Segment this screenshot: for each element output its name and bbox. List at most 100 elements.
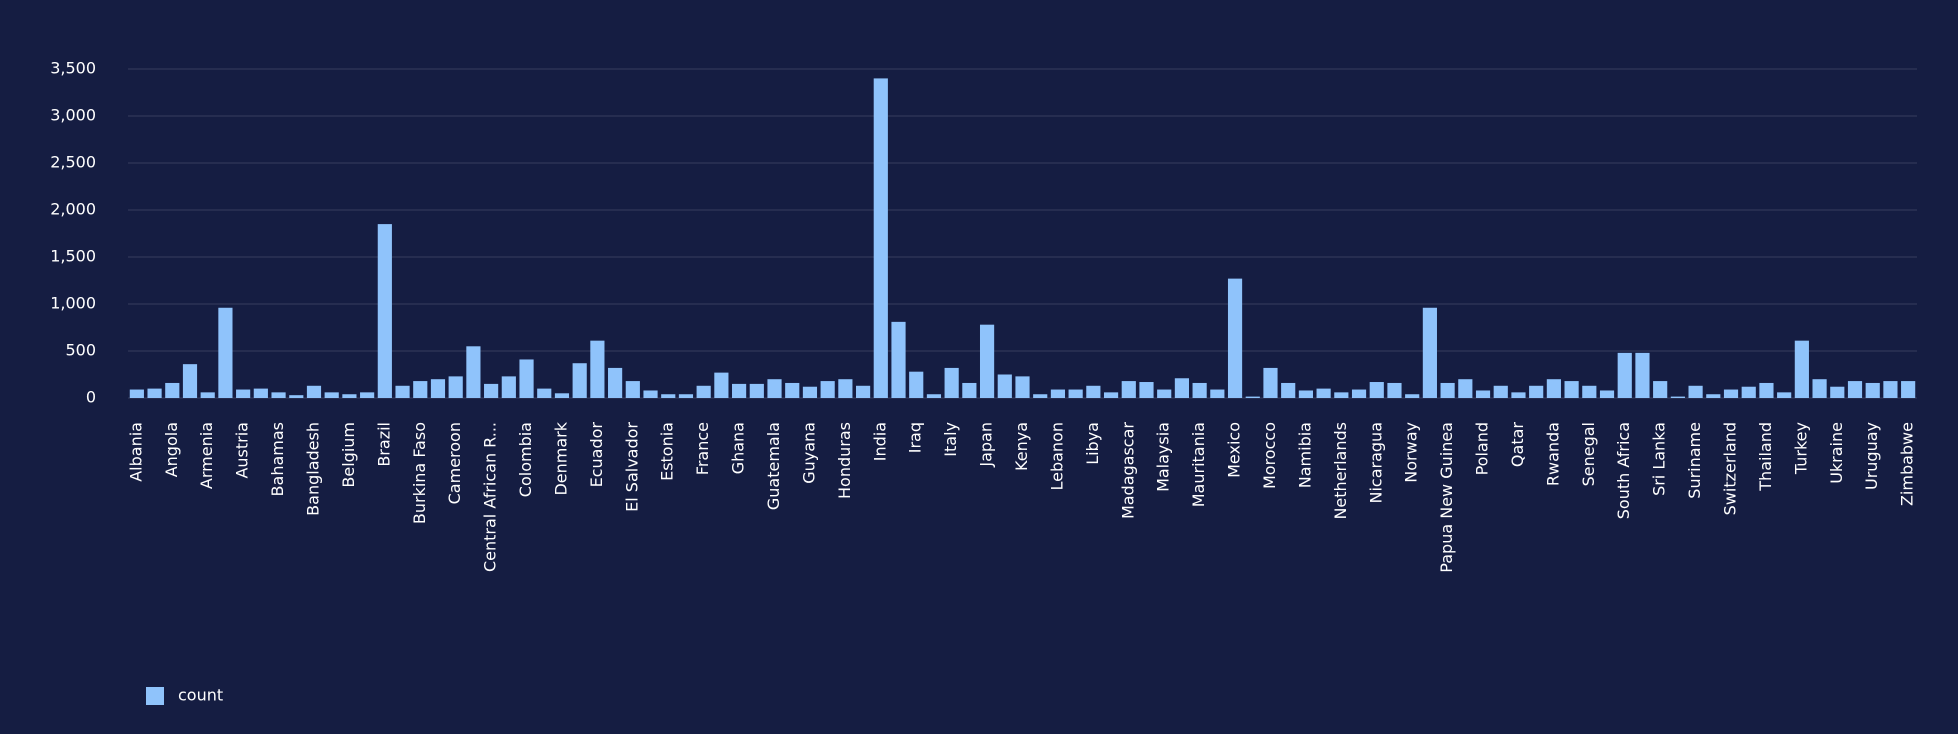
bar — [306, 385, 322, 398]
bar — [909, 371, 924, 398]
bar — [944, 367, 959, 398]
bar — [785, 382, 800, 398]
y-tick-label: 1,500 — [50, 247, 96, 266]
bar — [377, 224, 392, 398]
x-tick-label: Colombia — [516, 422, 535, 497]
bar — [696, 385, 711, 398]
bar — [1351, 389, 1367, 398]
bar — [413, 381, 428, 398]
bar — [1723, 389, 1739, 398]
bar — [661, 394, 676, 398]
bar — [1334, 392, 1349, 398]
bar — [395, 385, 410, 398]
bar — [1458, 379, 1473, 398]
bar — [236, 389, 251, 398]
bar — [1263, 367, 1278, 398]
bar — [360, 392, 375, 398]
x-tick-label: Kenya — [1012, 422, 1031, 471]
x-tick-label: India — [870, 422, 889, 461]
bar — [1298, 390, 1313, 398]
bar — [1121, 381, 1136, 398]
x-tick-label: Qatar — [1508, 422, 1527, 467]
x-tick-label: Ghana — [729, 422, 748, 474]
bar — [554, 393, 570, 398]
bar — [430, 379, 446, 398]
x-tick-label: Angola — [162, 422, 181, 477]
bar — [1688, 385, 1703, 398]
x-tick-label: Mauritania — [1189, 422, 1208, 507]
x-tick-label: Sri Lanka — [1650, 422, 1669, 496]
x-tick-label: Brazil — [374, 422, 393, 467]
bar — [182, 364, 198, 398]
x-tick-label: Thailand — [1756, 422, 1775, 492]
x-tick-label: Ecuador — [587, 422, 606, 488]
bar — [1511, 392, 1526, 398]
bar — [1635, 352, 1650, 398]
bar — [1475, 390, 1491, 398]
x-tick-label: Turkey — [1791, 422, 1810, 475]
bar — [926, 394, 942, 398]
x-tick-label: Rwanda — [1543, 422, 1562, 486]
bar — [1387, 382, 1402, 398]
x-tick-label: Zimbabwe — [1898, 422, 1917, 506]
x-tick-label: Norway — [1402, 422, 1421, 483]
x-tick-label: Austria — [233, 422, 252, 479]
bar — [1546, 379, 1561, 398]
bar — [1617, 352, 1632, 398]
x-tick-label: Central African R... — [481, 422, 500, 572]
bar — [1068, 389, 1083, 398]
bar — [1670, 396, 1685, 398]
bar — [324, 392, 339, 398]
bar — [253, 388, 268, 398]
bar — [129, 389, 144, 398]
bar — [1847, 381, 1863, 398]
x-tick-label: Netherlands — [1331, 422, 1350, 520]
bar — [1316, 388, 1331, 398]
x-tick-label: Lebanon — [1047, 422, 1066, 491]
bar — [484, 383, 499, 398]
x-tick-label: Iraq — [906, 422, 925, 453]
bar — [218, 307, 233, 398]
bar — [466, 346, 481, 398]
y-tick-label: 2,500 — [50, 153, 96, 172]
legend-label: count — [178, 686, 223, 705]
x-tick-label: Estonia — [658, 422, 677, 481]
bar — [342, 394, 357, 398]
x-tick-label: Libya — [1083, 422, 1102, 465]
bar — [873, 78, 888, 399]
x-tick-label: Armenia — [197, 422, 216, 489]
bar — [838, 379, 853, 398]
y-tick-label: 0 — [86, 388, 96, 407]
bar — [767, 379, 782, 398]
bar — [200, 392, 215, 398]
bar — [1812, 379, 1827, 398]
x-tick-label: Switzerland — [1721, 422, 1740, 515]
x-tick-label: Ukraine — [1827, 422, 1846, 484]
bar — [519, 359, 534, 398]
bar — [165, 382, 180, 398]
bar — [1422, 307, 1437, 398]
bar — [1582, 385, 1597, 398]
bar — [1086, 385, 1101, 398]
bar — [1653, 381, 1668, 398]
bar — [1245, 396, 1260, 398]
bar — [1901, 381, 1916, 398]
bar — [501, 376, 516, 398]
x-tick-label: Poland — [1473, 422, 1492, 475]
y-tick-label: 3,000 — [50, 106, 96, 125]
x-tick-label: Albania — [126, 422, 145, 482]
bar — [802, 386, 818, 398]
bar — [714, 372, 729, 398]
bar — [1369, 382, 1384, 398]
bar — [289, 395, 304, 398]
x-tick-label: Bangladesh — [303, 422, 322, 516]
bar — [749, 383, 764, 398]
bar — [1281, 382, 1296, 398]
bar — [1529, 385, 1544, 398]
bar — [1830, 386, 1845, 398]
x-tick-label: Nicaragua — [1366, 422, 1385, 504]
x-tick-label: Guyana — [799, 422, 818, 484]
bar — [1706, 394, 1721, 398]
bar — [1033, 394, 1048, 398]
x-tick-label: Madagascar — [1118, 422, 1137, 519]
